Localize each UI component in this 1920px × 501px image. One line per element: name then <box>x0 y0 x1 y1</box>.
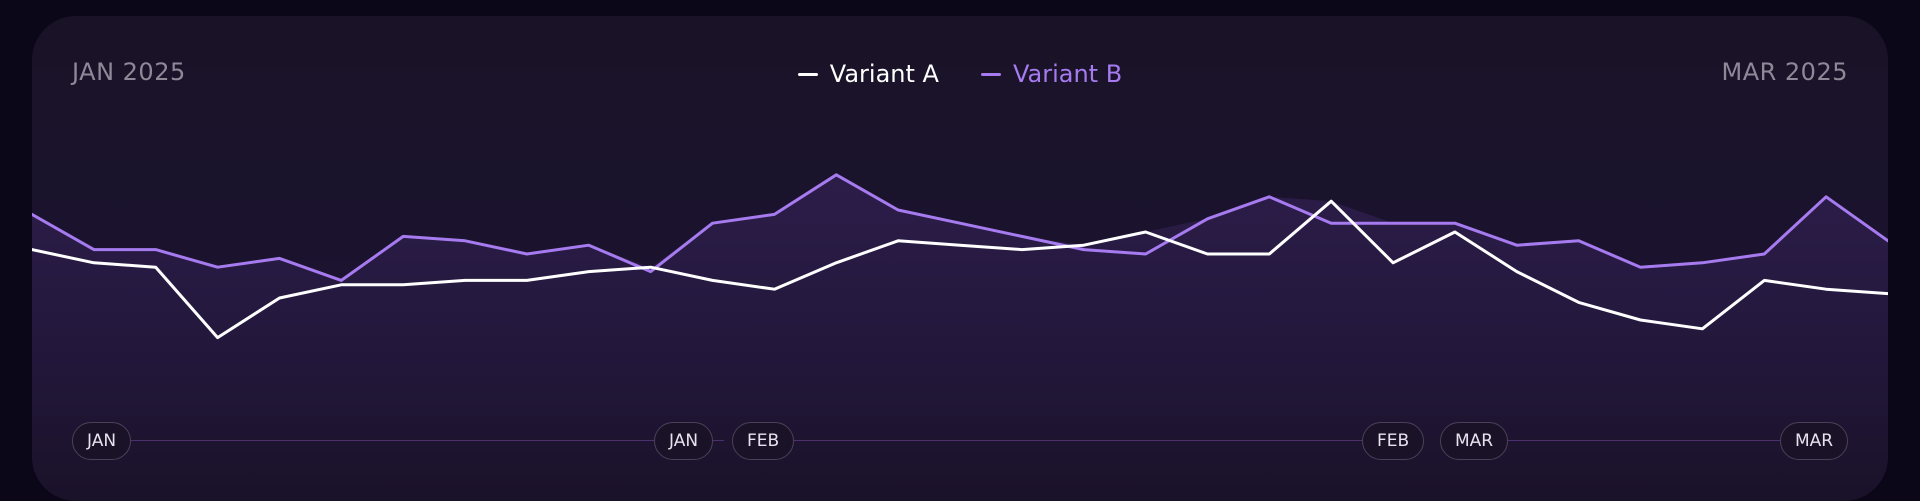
timeline-pill-feb-end[interactable]: FEB <box>1362 422 1425 460</box>
range-start-label: JAN 2025 <box>72 58 186 86</box>
data-point-variant-a[interactable] <box>212 332 224 344</box>
data-point-variant-b[interactable] <box>1016 230 1028 242</box>
data-point-variant-b[interactable] <box>1325 217 1337 229</box>
data-point-variant-b[interactable] <box>1263 191 1275 203</box>
legend-item-variant-b[interactable]: Variant B <box>980 60 1123 88</box>
timeline-track-mar <box>1464 440 1808 441</box>
data-point-variant-b[interactable] <box>1758 248 1770 260</box>
data-point-variant-a[interactable] <box>274 292 286 304</box>
data-point-variant-a[interactable] <box>892 235 904 247</box>
data-point-variant-a[interactable] <box>88 257 100 269</box>
data-point-variant-a[interactable] <box>645 261 657 273</box>
data-point-variant-b[interactable] <box>397 230 409 242</box>
data-point-variant-a[interactable] <box>1202 248 1214 260</box>
legend-label-variant-b: Variant B <box>1012 60 1123 88</box>
chart-card: JAN 2025 MAR 2025 Variant A Variant B JA… <box>32 16 1888 501</box>
data-point-variant-a[interactable] <box>1449 226 1461 238</box>
data-point-variant-b[interactable] <box>1511 239 1523 251</box>
data-point-variant-a[interactable] <box>1511 266 1523 278</box>
data-point-variant-b[interactable] <box>274 252 286 264</box>
series-line-variant-a[interactable] <box>32 199 1888 340</box>
data-point-variant-a[interactable] <box>583 266 595 278</box>
legend-swatch-variant-a <box>797 72 818 76</box>
data-point-variant-b[interactable] <box>892 204 904 216</box>
data-point-variant-a[interactable] <box>830 257 842 269</box>
data-point-variant-b[interactable] <box>1696 257 1708 269</box>
timeline-pill-feb-start[interactable]: FEB <box>732 422 795 460</box>
range-end-label: MAR 2025 <box>1721 58 1848 86</box>
data-point-variant-b[interactable] <box>1820 191 1832 203</box>
data-point-variant-a[interactable] <box>150 261 162 273</box>
data-point-variant-a[interactable] <box>1016 244 1028 256</box>
data-point-variant-a[interactable] <box>459 274 471 286</box>
data-point-variant-a[interactable] <box>1263 248 1275 260</box>
data-point-variant-a[interactable] <box>1758 274 1770 286</box>
data-point-variant-b[interactable] <box>88 244 100 256</box>
data-point-variant-a[interactable] <box>335 279 347 291</box>
timeline-track-jan <box>124 440 724 441</box>
area-fill <box>32 174 1888 497</box>
timeline-pill-mar-start[interactable]: MAR <box>1440 422 1509 460</box>
data-point-variant-b[interactable] <box>212 261 224 273</box>
data-point-variant-b[interactable] <box>1140 248 1152 260</box>
data-point-variant-b[interactable] <box>1202 213 1214 225</box>
legend-item-variant-a[interactable]: Variant A <box>797 60 939 88</box>
data-point-variant-a[interactable] <box>768 283 780 295</box>
data-point-variant-a[interactable] <box>1696 323 1708 335</box>
line-chart <box>32 169 1888 497</box>
data-point-variant-b[interactable] <box>1573 235 1585 247</box>
data-point-variant-b[interactable] <box>1387 217 1399 229</box>
data-point-variant-b[interactable] <box>1635 261 1647 273</box>
data-point-variant-a[interactable] <box>707 274 719 286</box>
data-point-variant-b[interactable] <box>830 169 842 181</box>
series-line-variant-b[interactable] <box>32 173 1888 282</box>
data-point-variant-a[interactable] <box>1573 296 1585 308</box>
timeline-pill-mar-end[interactable]: MAR <box>1780 422 1849 460</box>
data-point-variant-a[interactable] <box>521 274 533 286</box>
data-point-variant-b[interactable] <box>583 239 595 251</box>
data-point-variant-b[interactable] <box>954 217 966 229</box>
timeline-pill-jan-start[interactable]: JAN <box>72 422 132 460</box>
legend-swatch-variant-b <box>980 72 1001 76</box>
data-point-variant-a[interactable] <box>1140 226 1152 238</box>
legend: Variant A Variant B <box>32 60 1888 88</box>
data-point-variant-b[interactable] <box>707 217 719 229</box>
data-point-variant-b[interactable] <box>768 208 780 220</box>
data-point-variant-a[interactable] <box>1387 257 1399 269</box>
data-point-variant-a[interactable] <box>1635 314 1647 326</box>
data-point-variant-b[interactable] <box>521 248 533 260</box>
legend-label-variant-a: Variant A <box>829 60 939 88</box>
data-point-variant-a[interactable] <box>1820 283 1832 295</box>
data-point-variant-a[interactable] <box>1078 239 1090 251</box>
timeline-track-feb <box>792 440 1394 441</box>
data-point-variant-b[interactable] <box>150 244 162 256</box>
data-point-variant-a[interactable] <box>954 239 966 251</box>
timeline-pill-jan-end[interactable]: JAN <box>654 422 714 460</box>
data-point-variant-a[interactable] <box>397 279 409 291</box>
data-point-variant-a[interactable] <box>1325 195 1337 207</box>
data-point-variant-b[interactable] <box>459 235 471 247</box>
